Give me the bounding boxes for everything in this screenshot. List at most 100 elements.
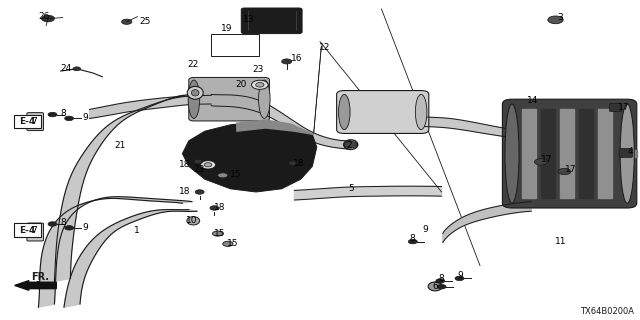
Circle shape [558,168,571,175]
FancyBboxPatch shape [241,8,302,34]
Circle shape [48,112,57,117]
Text: 20: 20 [235,80,246,89]
Text: 10: 10 [186,216,198,225]
Circle shape [194,159,203,164]
Polygon shape [598,109,612,198]
Text: 15: 15 [230,170,242,179]
FancyBboxPatch shape [27,223,44,241]
Text: 13: 13 [243,15,254,24]
Text: 17: 17 [564,165,576,174]
Text: 9: 9 [422,225,428,234]
Text: 7: 7 [31,226,36,235]
Polygon shape [560,109,574,198]
Circle shape [42,15,54,22]
Text: 8: 8 [438,274,444,283]
Circle shape [282,59,292,64]
Text: 2: 2 [346,141,351,150]
Text: 22: 22 [188,60,199,69]
Circle shape [212,231,223,236]
Text: 18: 18 [179,188,191,196]
Circle shape [73,67,81,71]
Ellipse shape [187,86,204,99]
Ellipse shape [620,104,634,203]
FancyBboxPatch shape [502,99,637,208]
Circle shape [195,190,204,194]
Polygon shape [522,109,536,198]
Text: 5: 5 [348,184,353,193]
Text: 14: 14 [527,96,538,105]
Polygon shape [541,109,555,198]
Text: 15: 15 [227,239,239,248]
Ellipse shape [191,90,199,96]
Ellipse shape [200,161,216,169]
Polygon shape [90,95,211,118]
Text: 12: 12 [319,43,330,52]
Text: 6: 6 [433,282,438,291]
Text: 4: 4 [627,148,633,156]
Text: 7: 7 [31,117,36,126]
Circle shape [436,279,445,283]
Ellipse shape [204,163,212,167]
Circle shape [218,173,228,178]
Circle shape [455,276,464,281]
Text: 11: 11 [555,237,566,246]
Text: 17: 17 [618,103,629,112]
Text: 9: 9 [82,223,88,232]
Text: 3: 3 [557,13,563,22]
Ellipse shape [415,94,427,130]
Circle shape [408,239,417,244]
Text: 23: 23 [193,165,205,174]
Ellipse shape [188,80,200,118]
Circle shape [344,141,357,148]
Ellipse shape [505,104,519,203]
FancyBboxPatch shape [337,91,429,133]
Text: 1: 1 [134,226,140,235]
Polygon shape [182,122,317,192]
Circle shape [534,159,547,165]
FancyBboxPatch shape [14,115,41,128]
Circle shape [65,116,74,121]
Text: 18: 18 [214,203,225,212]
Polygon shape [624,150,637,157]
Text: 9: 9 [82,113,88,122]
Circle shape [48,222,57,226]
Ellipse shape [256,83,264,87]
Ellipse shape [339,94,350,130]
Text: 18: 18 [179,160,191,169]
Text: FR.: FR. [31,272,49,282]
FancyArrow shape [15,281,56,290]
Text: 24: 24 [61,64,72,73]
Text: 17: 17 [541,156,552,164]
Polygon shape [64,210,197,307]
Circle shape [223,241,233,246]
FancyBboxPatch shape [14,223,41,237]
Text: E-4: E-4 [19,117,36,126]
Polygon shape [421,117,512,138]
Polygon shape [294,186,442,200]
Text: 23: 23 [253,65,264,74]
Circle shape [548,16,563,24]
Polygon shape [54,95,221,282]
Text: 21: 21 [114,141,125,150]
Ellipse shape [252,80,268,89]
Circle shape [65,226,74,230]
Text: 8: 8 [61,109,67,118]
Polygon shape [38,197,192,307]
Text: 8: 8 [410,234,415,243]
Text: 19: 19 [221,24,233,33]
Ellipse shape [259,80,270,118]
Ellipse shape [428,282,442,291]
Ellipse shape [187,217,200,225]
Circle shape [122,19,132,24]
FancyBboxPatch shape [27,113,44,131]
Circle shape [289,161,298,165]
Text: 26: 26 [38,12,50,21]
Text: E-4: E-4 [19,226,36,235]
Polygon shape [211,94,351,149]
Text: 25: 25 [140,17,151,26]
FancyBboxPatch shape [620,148,632,157]
Polygon shape [237,120,314,134]
Polygon shape [443,202,531,243]
FancyBboxPatch shape [610,103,622,112]
Text: TX64B0200A: TX64B0200A [580,307,634,316]
